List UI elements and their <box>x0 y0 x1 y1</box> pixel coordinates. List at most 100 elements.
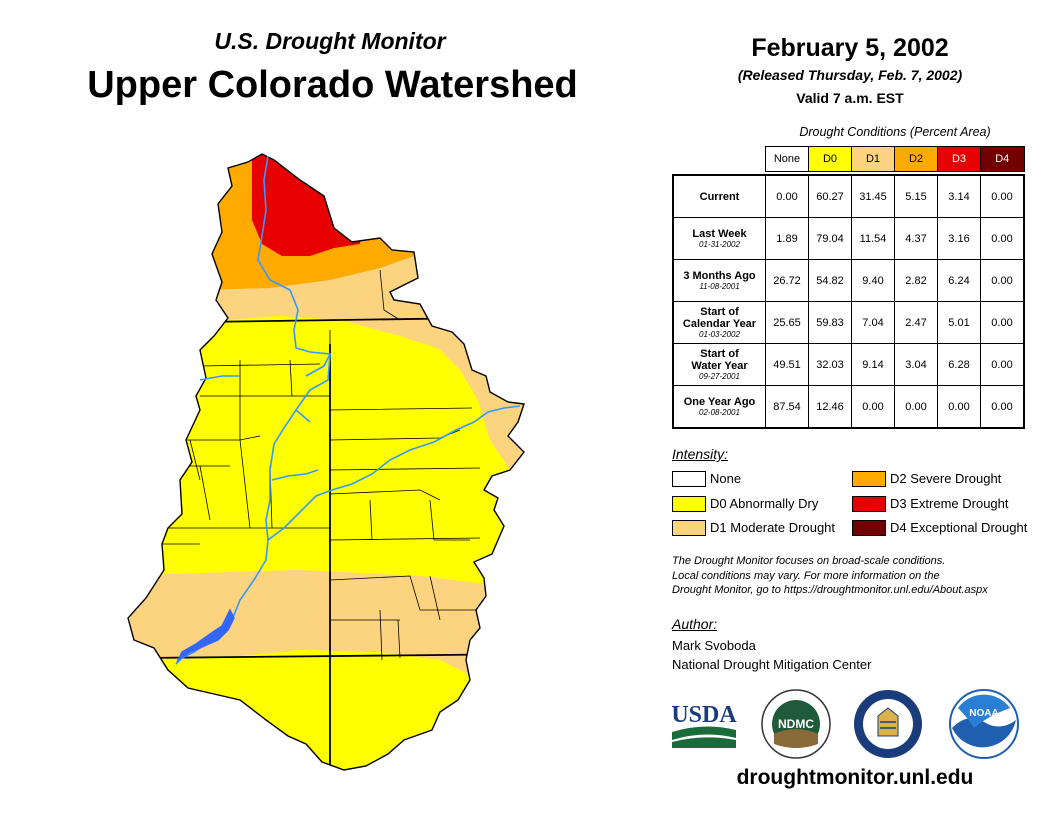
note-line: The Drought Monitor focuses on broad-sca… <box>672 555 946 567</box>
release-date: (Released Thursday, Feb. 7, 2002) <box>737 67 963 83</box>
watershed-map <box>127 153 525 771</box>
table-cell: 0.00 <box>980 385 1025 429</box>
table-row: 3 Months Ago 11-08-2001 26.72 54.82 9.40 2.82… <box>672 259 1025 302</box>
column-header-none: None <box>765 146 809 172</box>
drought-areas <box>128 154 524 770</box>
legend-label: None <box>710 471 742 486</box>
table-cell: 0.00 <box>980 343 1025 386</box>
row-label-text: Start of <box>700 348 739 360</box>
table-cell: 79.04 <box>808 217 852 260</box>
table-cell: 0.00 <box>980 301 1025 344</box>
legend-swatch <box>672 496 706 512</box>
row-label: Start of Calendar Year 01-03-2002 <box>672 301 766 344</box>
table-cell: 87.54 <box>765 385 809 429</box>
legend-label: D2 Severe Drought <box>890 471 1002 486</box>
table-cell: 0.00 <box>980 217 1025 260</box>
table-cell: 49.51 <box>765 343 809 386</box>
row-date: 09-27-2001 <box>699 372 740 381</box>
commerce-seal <box>854 690 922 758</box>
table-cell: 2.82 <box>894 259 938 302</box>
row-label-text: Current <box>699 190 740 203</box>
legend-label: D1 Moderate Drought <box>710 520 836 535</box>
note-line: Drought Monitor, go to https://droughtmo… <box>672 584 988 596</box>
table-row: Last Week 01-31-2002 1.89 79.04 11.54 4.37 3.1… <box>672 217 1025 260</box>
table-cell: 32.03 <box>808 343 852 386</box>
map-date: February 5, 2002 <box>751 34 949 62</box>
note-line: Local conditions may vary. For more info… <box>672 569 940 582</box>
column-header-d0: D0 <box>808 146 852 172</box>
column-header-d1: D1 <box>851 146 895 172</box>
county-lines <box>162 269 481 661</box>
disclaimer-note: The Drought Monitor focuses on broad-sca… <box>672 554 1052 598</box>
table-cell: 5.01 <box>937 301 981 344</box>
table-cell: 4.37 <box>894 217 938 260</box>
conditions-table: None D0 D1 D2 D3 D4 Current 0.00 60.27 31.4… <box>672 146 1025 429</box>
table-cell: 3.04 <box>894 343 938 386</box>
author-name: Mark Svoboda <box>672 638 756 653</box>
table-cell: 0.00 <box>980 259 1025 302</box>
row-label-text: Last Week <box>692 228 747 240</box>
table-cell: 3.14 <box>937 174 981 218</box>
legend-swatch <box>852 471 886 487</box>
row-label: One Year Ago 02-08-2001 <box>672 385 766 429</box>
table-cell: 11.54 <box>851 217 895 260</box>
row-label: Current <box>672 174 766 218</box>
column-header-d3: D3 <box>937 146 981 172</box>
table-corner <box>673 147 766 172</box>
table-cell: 0.00 <box>980 174 1025 218</box>
valid-time: Valid 7 a.m. EST <box>796 90 904 106</box>
legend-swatch <box>852 520 886 536</box>
table-cell: 0.00 <box>765 174 809 218</box>
row-label-text: Calendar Year <box>682 318 757 330</box>
legend-label: D3 Extreme Drought <box>890 496 1009 511</box>
table-row: Start of Water Year 09-27-2001 49.51 32.03 9.… <box>672 343 1025 386</box>
row-label-text: Start of <box>700 306 739 318</box>
author-organization: National Drought Mitigation Center <box>672 657 872 672</box>
author-label: Author: <box>672 616 718 632</box>
table-cell: 26.72 <box>765 259 809 302</box>
noaa-logo: NOAA <box>949 689 1019 759</box>
usda-logo: USDA <box>671 702 737 748</box>
d0-area-south <box>150 650 480 770</box>
row-label: Last Week 01-31-2002 <box>672 217 766 260</box>
ndmc-logo: NDMC <box>761 689 831 759</box>
website-url[interactable]: droughtmonitor.unl.edu <box>736 766 974 789</box>
table-cell: 2.47 <box>894 301 938 344</box>
row-label-text: 3 Months Ago <box>683 270 756 282</box>
map-subtitle: U.S. Drought Monitor <box>214 28 446 54</box>
usda-logo-text: USDA <box>671 702 737 728</box>
row-date: 02-08-2001 <box>699 408 740 417</box>
row-label-text: One Year Ago <box>683 396 756 408</box>
row-label: Start of Water Year 09-27-2001 <box>672 343 766 386</box>
table-cell: 59.83 <box>808 301 852 344</box>
row-label: 3 Months Ago 11-08-2001 <box>672 259 766 302</box>
table-caption: Drought Conditions (Percent Area) <box>799 125 991 139</box>
table-header-row: None D0 D1 D2 D3 D4 <box>673 146 1025 172</box>
legend-swatch <box>672 520 706 536</box>
table-row: Current 0.00 60.27 31.45 5.15 3.14 0.00 <box>672 174 1025 218</box>
table-cell: 9.14 <box>851 343 895 386</box>
table-cell: 3.16 <box>937 217 981 260</box>
table-cell: 6.28 <box>937 343 981 386</box>
table-cell: 1.89 <box>765 217 809 260</box>
table-cell: 9.40 <box>851 259 895 302</box>
table-cell: 60.27 <box>808 174 852 218</box>
legend-label: D0 Abnormally Dry <box>710 496 819 511</box>
row-date: 01-31-2002 <box>699 240 740 249</box>
ndmc-logo-text: NDMC <box>778 717 814 731</box>
map-title: Upper Colorado Watershed <box>87 64 578 106</box>
lake-powell <box>176 608 235 663</box>
table-cell: 31.45 <box>851 174 895 218</box>
table-cell: 25.65 <box>765 301 809 344</box>
column-header-d2: D2 <box>894 146 938 172</box>
table-cell: 0.00 <box>851 385 895 429</box>
table-cell: 12.46 <box>808 385 852 429</box>
table-cell: 6.24 <box>937 259 981 302</box>
row-date: 01-03-2002 <box>699 330 740 339</box>
legend-title: Intensity: <box>672 446 729 462</box>
row-date: 11-08-2001 <box>699 282 740 291</box>
legend-swatch <box>672 471 706 487</box>
table-body: Current 0.00 60.27 31.45 5.15 3.14 0.00 Last We… <box>672 174 1025 429</box>
legend-label: D4 Exceptional Drought <box>890 520 1028 535</box>
row-label-text: Water Year <box>691 360 748 372</box>
